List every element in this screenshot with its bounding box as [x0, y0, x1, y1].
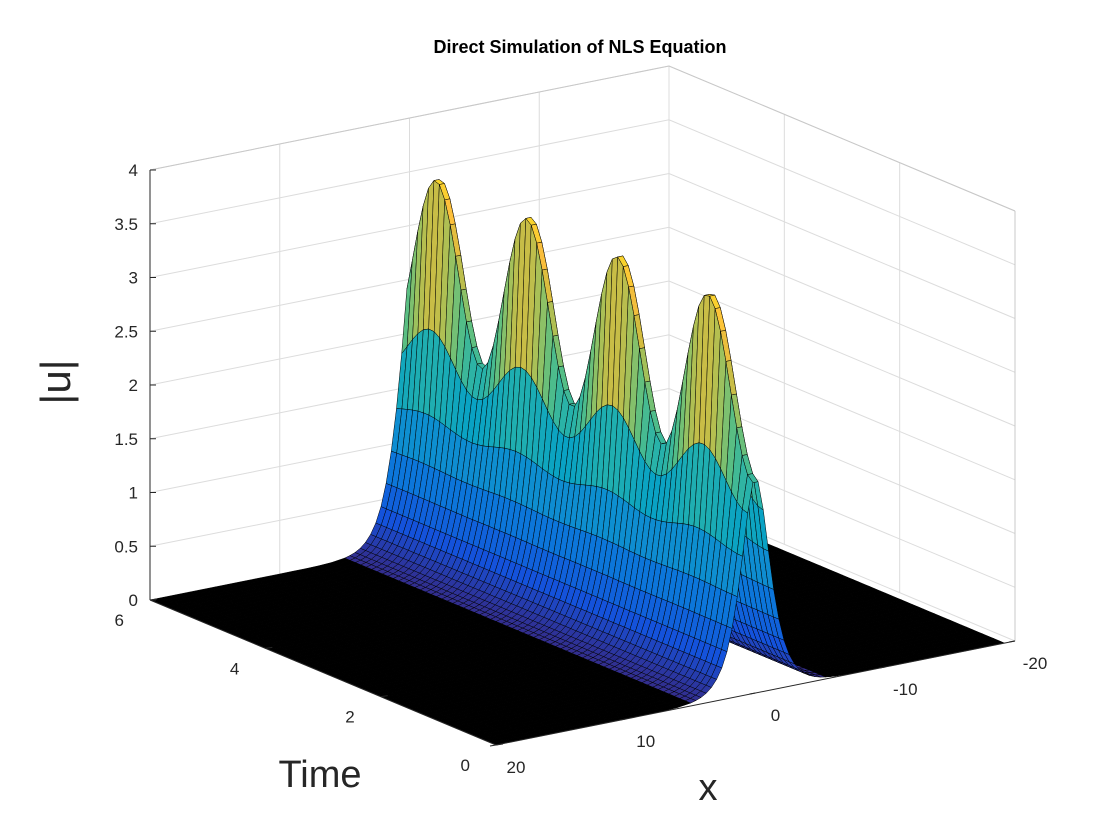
time-tick-mark — [380, 695, 388, 698]
time-axis-line — [149, 599, 497, 746]
time-tick-label: 0 — [461, 756, 470, 775]
z-tick-label: 0.5 — [114, 537, 138, 556]
time-tick-mark — [495, 743, 504, 746]
x-tick-mark — [749, 692, 756, 695]
x-tick-label: 0 — [771, 706, 780, 725]
x-tick-label: -10 — [893, 680, 918, 699]
time-tick-label: 6 — [115, 611, 124, 630]
z-tick-label: 1 — [129, 484, 138, 503]
axes-lines — [149, 169, 1016, 747]
time-tick-mark — [265, 646, 273, 649]
x-tick-mark — [619, 718, 626, 721]
x-tick-label: 20 — [507, 758, 526, 777]
x-tick-mark — [1008, 640, 1016, 643]
time-tick-label: 2 — [345, 708, 354, 727]
box-top — [149, 65, 1016, 212]
z-tick-label: 4 — [129, 161, 138, 180]
x-tick-mark — [489, 744, 497, 747]
z-tick-label: 0 — [129, 591, 138, 610]
x-axis-label: x — [699, 767, 718, 809]
z-tick-label: 3 — [129, 269, 138, 288]
x-tick-label: -20 — [1023, 654, 1048, 673]
z-tick-label: 2 — [129, 376, 138, 395]
z-tick-label: 1.5 — [114, 430, 138, 449]
time-tick-mark — [149, 598, 158, 601]
z-tick-label: 2.5 — [114, 322, 138, 341]
x-tick-label: 10 — [636, 732, 655, 751]
time-tick-label: 4 — [230, 659, 239, 678]
surface-mesh — [149, 179, 1005, 746]
chart-title: Direct Simulation of NLS Equation — [433, 37, 726, 57]
tick-labels: 0 0.5 1 1.5 2 2.5 3 3.5 4 0 2 4 6 -20 -10 0 10 20 — [114, 161, 1047, 777]
y-axis-label: Time — [278, 754, 361, 796]
z-axis-label: |u| — [32, 359, 79, 404]
z-tick-label: 3.5 — [114, 215, 138, 234]
x-tick-mark — [879, 666, 886, 669]
